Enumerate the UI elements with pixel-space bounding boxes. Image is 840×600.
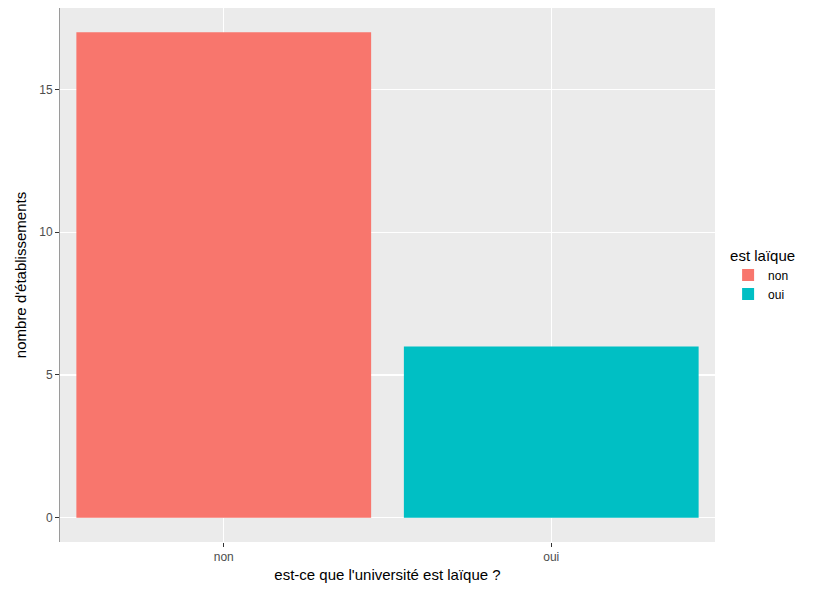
svg-text:oui: oui xyxy=(768,288,784,302)
svg-text:0: 0 xyxy=(46,511,53,525)
svg-text:nombre d'établissements: nombre d'établissements xyxy=(12,192,29,358)
svg-text:est laïque: est laïque xyxy=(730,247,795,264)
svg-text:non: non xyxy=(768,269,788,283)
svg-text:oui: oui xyxy=(543,550,559,564)
svg-text:15: 15 xyxy=(39,83,53,97)
svg-text:10: 10 xyxy=(39,225,53,239)
svg-text:non: non xyxy=(214,550,234,564)
svg-text:est-ce que l'université est la: est-ce que l'université est laïque ? xyxy=(274,566,500,583)
svg-text:5: 5 xyxy=(46,368,53,382)
